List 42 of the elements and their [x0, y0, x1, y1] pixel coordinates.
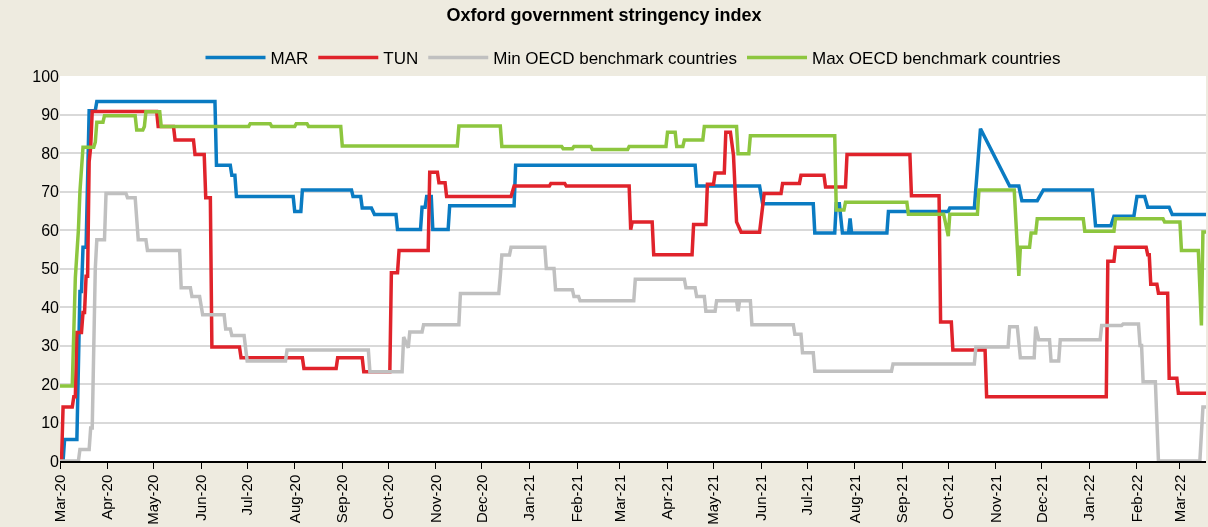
- y-tick-label: 40: [41, 298, 60, 316]
- y-tick-label: 20: [41, 375, 60, 393]
- x-tick-label: Oct-21: [939, 474, 957, 520]
- legend-label: MAR: [270, 49, 309, 69]
- x-tick-label: Oct-20: [379, 474, 397, 520]
- x-tick-label: Sep-21: [893, 474, 911, 524]
- y-tick-label: 90: [41, 106, 60, 124]
- x-tick-label: Mar-20: [50, 474, 68, 523]
- x-tick-label: Feb-21: [567, 474, 585, 523]
- x-tick-label: Nov-21: [986, 474, 1004, 524]
- x-tick-label: Feb-22: [1127, 474, 1145, 523]
- x-tick-label: Sep-20: [333, 474, 351, 524]
- line-series: [60, 110, 1206, 388]
- legend-label: Min OECD benchmark countries: [493, 49, 737, 69]
- x-tick-label: Apr-20: [98, 474, 116, 520]
- y-tick-label: 100: [32, 67, 60, 85]
- x-tick-label: Dec-20: [472, 474, 490, 524]
- x-tick-label: Nov-20: [426, 474, 444, 524]
- x-tick-label: Aug-21: [845, 474, 863, 524]
- y-tick-label: 30: [41, 337, 60, 355]
- x-tick-label: Jun-21: [751, 474, 769, 521]
- chart-title: Oxford government stringency index: [446, 4, 762, 25]
- y-tick-label: 0: [50, 452, 60, 470]
- x-tick-label: Aug-20: [285, 474, 303, 524]
- x-tick-label: Jan-22: [1080, 474, 1098, 521]
- x-tick-label: Dec-21: [1032, 474, 1050, 524]
- x-tick-label: Jul-20: [238, 474, 256, 516]
- x-tick-label: Mar-21: [610, 474, 628, 523]
- x-tick-label: Mar-22: [1170, 474, 1188, 523]
- x-tick-label: Jun-20: [192, 474, 210, 521]
- y-tick-label: 70: [41, 183, 60, 201]
- x-tick-label: May-21: [704, 474, 722, 525]
- y-tick-label: 10: [41, 414, 60, 432]
- y-tick-label: 80: [41, 144, 60, 162]
- y-tick-label: 60: [41, 221, 60, 239]
- y-tick-label: 50: [41, 260, 60, 278]
- x-tick-label: Jan-21: [520, 474, 538, 521]
- legend-label: TUN: [383, 49, 419, 69]
- x-tick-label: Jul-21: [797, 474, 815, 516]
- x-tick-label: May-20: [144, 474, 162, 525]
- x-tick-label: Apr-21: [658, 474, 676, 520]
- legend-label: Max OECD benchmark countries: [812, 49, 1061, 69]
